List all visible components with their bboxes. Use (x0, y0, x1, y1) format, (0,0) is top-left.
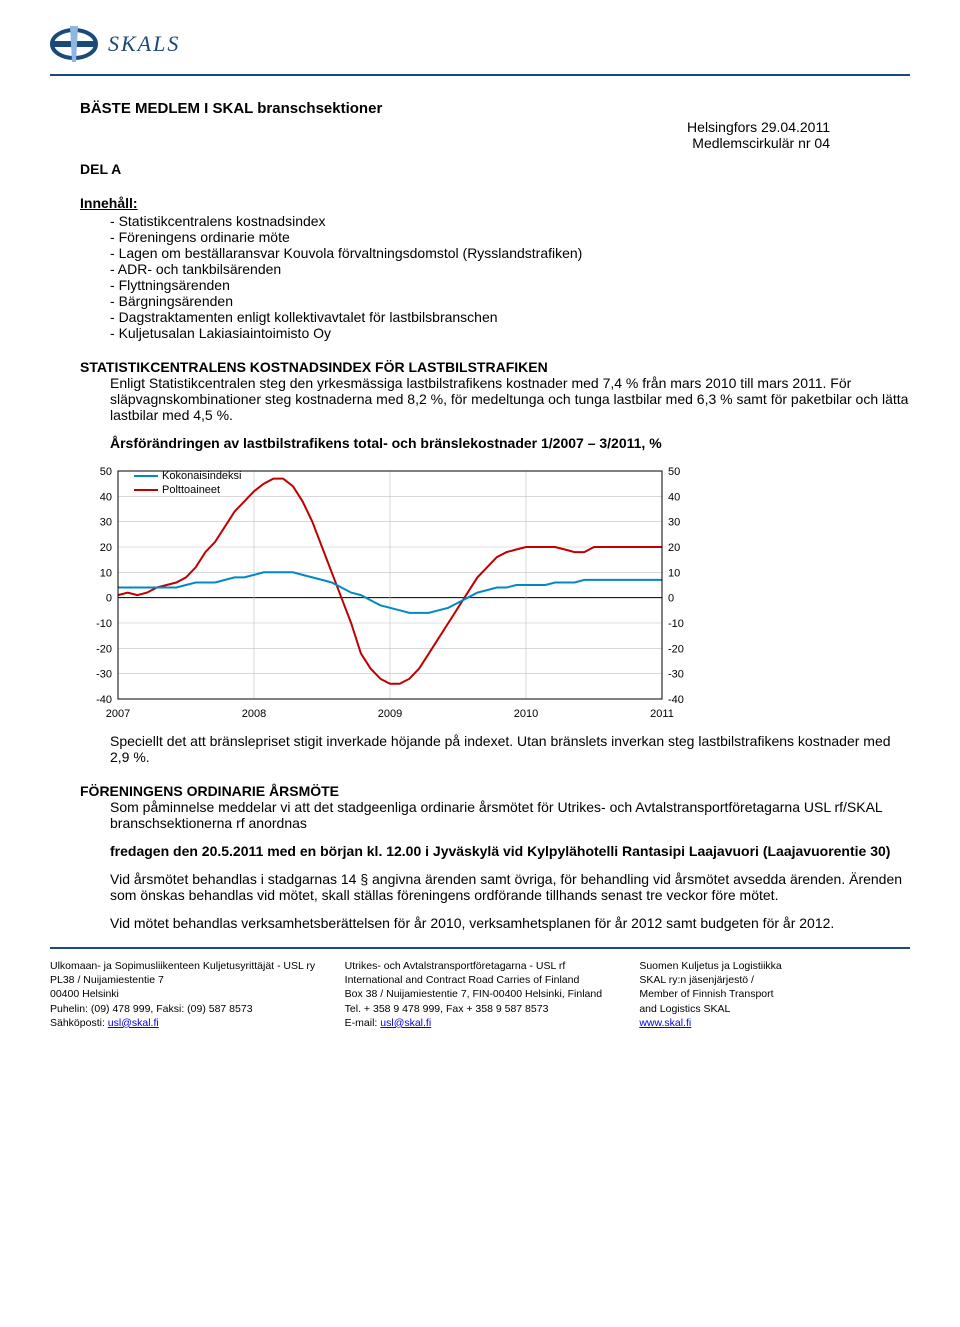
doc-title: BÄSTE MEDLEM I SKAL branschsektioner (80, 100, 910, 117)
legend-label-2: Polttoaineet (162, 483, 220, 497)
footer-link[interactable]: usl@skal.fi (380, 1017, 431, 1029)
footer-line: Sähköposti: usl@skal.fi (50, 1016, 321, 1030)
footer-line: www.skal.fi (639, 1016, 910, 1030)
footer-line: Puhelin: (09) 478 999, Faksi: (09) 587 8… (50, 1002, 321, 1016)
part-label: DEL A (80, 161, 910, 177)
svg-text:2008: 2008 (242, 708, 266, 720)
svg-text:-30: -30 (96, 669, 112, 681)
meeting-p1: Som påminnelse meddelar vi att det stadg… (110, 799, 910, 831)
svg-text:-20: -20 (668, 643, 684, 655)
svg-text:0: 0 (668, 593, 674, 605)
footer-line: E-mail: usl@skal.fi (345, 1016, 616, 1030)
body-continued: Speciellt det att bränslepriset stigit i… (80, 733, 910, 931)
footer-col-2: Utrikes- och Avtalstransportföretagarna … (345, 959, 616, 1030)
footer-col-3: Suomen Kuljetus ja LogistiikkaSKAL ry:n … (639, 959, 910, 1030)
toc-item: Kuljetusalan Lakiasiaintoimisto Oy (110, 325, 910, 341)
svg-text:2011: 2011 (650, 708, 674, 720)
svg-text:20: 20 (668, 542, 680, 554)
legend-swatch-1 (134, 475, 158, 477)
toc-item: Bärgningsärenden (110, 293, 910, 309)
divider-top (50, 74, 910, 76)
footer-line: Member of Finnish Transport (639, 987, 910, 1001)
cost-index-chart: -40 -40 -30 -30 -20 -20 -10 -10 0 0 10 10 20 20 30 30 40… (70, 463, 710, 723)
toc-heading: Innehåll: (80, 195, 910, 211)
svg-text:40: 40 (668, 491, 680, 503)
svg-text:30: 30 (668, 517, 680, 529)
svg-text:2010: 2010 (514, 708, 538, 720)
legend-swatch-2 (134, 489, 158, 491)
stats-p2: Speciellt det att bränslepriset stigit i… (110, 733, 910, 765)
svg-text:-10: -10 (668, 618, 684, 630)
footer-line: Suomen Kuljetus ja Logistiikka (639, 959, 910, 973)
svg-text:20: 20 (100, 542, 112, 554)
toc-item: Dagstraktamenten enligt kollektivavtalet… (110, 309, 910, 325)
footer-line: Box 38 / Nuijamiestentie 7, FIN-00400 He… (345, 987, 616, 1001)
stats-p1: Enligt Statistikcentralen steg den yrkes… (110, 375, 910, 423)
legend-label-1: Kokonaisindeksi (162, 469, 242, 483)
footer-link[interactable]: usl@skal.fi (108, 1017, 159, 1029)
svg-text:-30: -30 (668, 669, 684, 681)
toc-item: Lagen om beställaransvar Kouvola förvalt… (110, 245, 910, 261)
svg-text:50: 50 (100, 466, 112, 478)
chart-legend: Kokonaisindeksi Polttoaineet (134, 469, 242, 498)
svg-text:10: 10 (100, 567, 112, 579)
footer-line: and Logistics SKAL (639, 1002, 910, 1016)
footer-line: PL38 / Nuijamiestentie 7 (50, 973, 321, 987)
svg-text:50: 50 (668, 466, 680, 478)
toc-item: Föreningens ordinarie möte (110, 229, 910, 245)
divider-bottom (50, 947, 910, 949)
svg-text:10: 10 (668, 567, 680, 579)
toc-item: ADR- och tankbilsärenden (110, 261, 910, 277)
svg-text:-40: -40 (96, 694, 112, 706)
footer-line: 00400 Helsinki (50, 987, 321, 1001)
svg-text:2009: 2009 (378, 708, 402, 720)
svg-text:-40: -40 (668, 694, 684, 706)
meeting-p2: fredagen den 20.5.2011 med en början kl.… (110, 843, 910, 859)
svg-text:30: 30 (100, 517, 112, 529)
stats-heading: STATISTIKCENTRALENS KOSTNADSINDEX FÖR LA… (80, 359, 910, 375)
toc-item: Statistikcentralens kostnadsindex (110, 213, 910, 229)
footer-line: International and Contract Road Carries … (345, 973, 616, 987)
footer-line: Utrikes- och Avtalstransportföretagarna … (345, 959, 616, 973)
svg-text:2007: 2007 (106, 708, 130, 720)
chart-title: Årsförändringen av lastbilstrafikens tot… (110, 435, 910, 451)
toc-section: Innehåll: Statistikcentralens kostnadsin… (80, 195, 910, 341)
page: SKALS BÄSTE MEDLEM I SKAL branschsektion… (0, 0, 960, 1050)
svg-text:40: 40 (100, 491, 112, 503)
toc-list: Statistikcentralens kostnadsindexFörenin… (110, 213, 910, 341)
circular-nr: Medlemscirkulär nr 04 (692, 135, 830, 151)
footer: Ulkomaan- ja Sopimusliikenteen Kuljetusy… (50, 959, 910, 1030)
meeting-p4: Vid mötet behandlas verksamhetsberättels… (110, 915, 910, 931)
svg-text:0: 0 (106, 593, 112, 605)
toc-item: Flyttningsärenden (110, 277, 910, 293)
logo-icon (50, 20, 98, 68)
footer-col-1: Ulkomaan- ja Sopimusliikenteen Kuljetusy… (50, 959, 321, 1030)
logo-text: SKALS (108, 31, 180, 57)
footer-line: Tel. + 358 9 478 999, Fax + 358 9 587 85… (345, 1002, 616, 1016)
footer-line: Ulkomaan- ja Sopimusliikenteen Kuljetusy… (50, 959, 321, 973)
meeting-p3: Vid årsmötet behandlas i stadgarnas 14 §… (110, 871, 910, 903)
footer-link[interactable]: www.skal.fi (639, 1017, 691, 1029)
header-bar: SKALS (50, 20, 910, 68)
svg-text:-10: -10 (96, 618, 112, 630)
location-date: Helsingfors 29.04.2011 (687, 119, 830, 135)
meeting-heading: FÖRENINGENS ORDINARIE ÅRSMÖTE (80, 783, 910, 799)
doc-header: BÄSTE MEDLEM I SKAL branschsektioner Hel… (80, 100, 910, 451)
svg-text:-20: -20 (96, 643, 112, 655)
footer-line: SKAL ry:n jäsenjärjestö / (639, 973, 910, 987)
